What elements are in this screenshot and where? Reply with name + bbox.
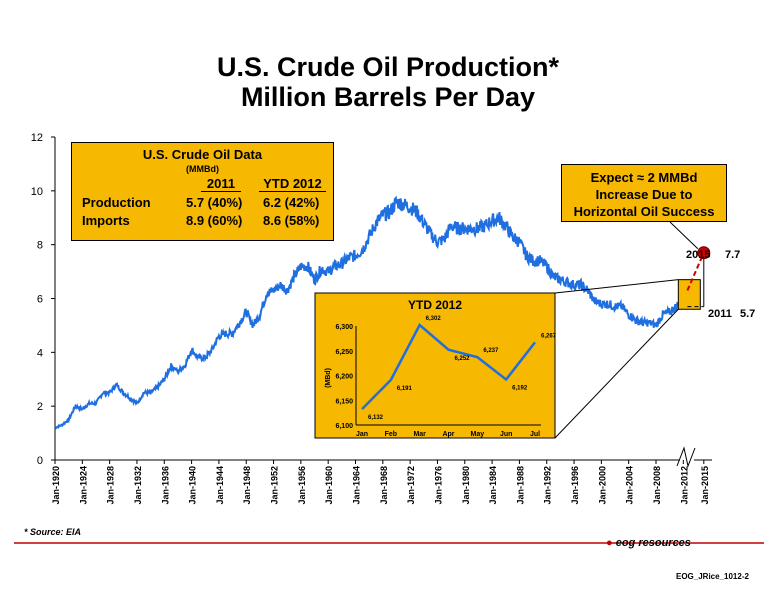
data-box-col-2011: 2011 xyxy=(201,176,241,192)
y-tick-label: 8 xyxy=(37,240,43,252)
callout-line: Expect ≈ 2 MMBd xyxy=(590,170,698,185)
y-tick-label: 2 xyxy=(37,401,43,413)
ytd-inset: YTD 2012 (MBd) 6,100 6,150 6,200 6,250 6,300 Ja… xyxy=(314,292,557,439)
x-tick-label: Jan-1992 xyxy=(543,466,553,505)
inset-line xyxy=(361,323,536,411)
inset-y-tick-label: 6,300 xyxy=(335,324,353,331)
x-tick-label: Jan-1984 xyxy=(488,466,498,505)
x-tick-label: Jan-2015 xyxy=(700,466,710,505)
y-tick-label: 0 xyxy=(37,455,43,467)
y-tick-label: 10 xyxy=(31,186,43,198)
inset-y-tick-label: 6,250 xyxy=(335,349,353,356)
data-box-cell: 8.6 (58%) xyxy=(263,213,320,228)
slide-footer: EOG_JRice_1012-2 xyxy=(676,572,749,581)
callout-line: Horizontal Oil Success xyxy=(573,204,715,219)
x-tick-label: Jan-1948 xyxy=(242,466,252,505)
inset-x-tick-label: May xyxy=(471,431,485,438)
x-tick-label: Jan-1940 xyxy=(188,466,198,505)
axis-break xyxy=(676,446,696,468)
x-tick-label: Jan-1924 xyxy=(78,466,88,505)
inset-background xyxy=(314,292,556,439)
data-box-cell: 5.7 (40%) xyxy=(186,195,243,210)
data-box-unit: (MMBd) xyxy=(186,164,219,174)
eog-logo: ● eog resources xyxy=(606,537,691,549)
data-box-cell: 8.9 (60%) xyxy=(186,213,243,228)
y-tick-label: 6 xyxy=(37,294,43,306)
source-note: * Source: EIA xyxy=(24,527,82,537)
projection-callout: Expect ≈ 2 MMBd Increase Due to Horizont… xyxy=(561,164,727,222)
inset-x-tick-label: Jun xyxy=(500,431,512,438)
flame-icon: ● xyxy=(606,537,613,549)
x-tick-label: Jan-1956 xyxy=(297,466,307,505)
inset-data-label: 6,302 xyxy=(426,316,442,322)
zoom-box xyxy=(677,279,701,310)
inset-data-label: 6,237 xyxy=(483,348,499,354)
x-tick-label: Jan-1968 xyxy=(379,466,389,505)
callout-line: Increase Due to xyxy=(595,187,693,202)
oil-data-box: U.S. Crude Oil Data (MMBd) 2011 YTD 2012… xyxy=(71,142,334,241)
inset-x-tick-label: Apr xyxy=(442,431,454,438)
chart-title: U.S. Crude Oil Production* xyxy=(216,52,560,82)
projection-line xyxy=(686,252,705,291)
y-tick-label: 12 xyxy=(31,132,43,144)
inset-data-label: 6,192 xyxy=(512,385,528,391)
chart-subtitle: Million Barrels Per Day xyxy=(240,82,536,112)
x-tick-label: Jan-1976 xyxy=(433,466,443,505)
x-tick-label: Jan-2004 xyxy=(625,466,635,505)
x-tick-label: Jan-1972 xyxy=(406,466,416,505)
inset-x-tick-label: Jul xyxy=(530,431,540,438)
logo-text: eog resources xyxy=(615,537,691,549)
x-tick-label: Jan-1964 xyxy=(351,466,361,505)
inset-y-tick-label: 6,150 xyxy=(335,398,353,405)
marker-2015-point xyxy=(697,246,711,260)
inset-y-tick-label: 6,100 xyxy=(335,423,353,430)
x-tick-label: Jan-1980 xyxy=(461,466,471,505)
x-tick-label: Jan-2008 xyxy=(652,466,662,505)
x-tick-label: Jan-2012 xyxy=(679,466,689,505)
x-tick-label: Jan-1960 xyxy=(324,466,334,505)
x-tick-label: Jan-1944 xyxy=(215,466,225,505)
inset-connector xyxy=(554,308,679,439)
x-tick-label: Jan-1932 xyxy=(133,466,143,505)
marker-2015-value: 7.7 xyxy=(725,249,741,261)
callout-pointer xyxy=(669,221,699,250)
inset-x-tick-label: Feb xyxy=(385,431,397,438)
inset-data-label: 6,267 xyxy=(541,333,557,339)
production-line xyxy=(54,195,688,430)
inset-x-tick-label: Jan xyxy=(356,431,368,438)
marker-2011-value: 5.7 xyxy=(740,308,756,320)
x-tick-label: Jan-1928 xyxy=(106,466,116,505)
inset-connector xyxy=(554,279,679,294)
inset-ylabel: (MBd) xyxy=(325,368,332,388)
inset-data-label: 6,132 xyxy=(368,415,384,421)
x-tick-label: Jan-2000 xyxy=(597,466,607,505)
inset-data-label: 6,252 xyxy=(455,356,471,362)
x-tick-label: Jan-1920 xyxy=(51,466,61,505)
inset-title: YTD 2012 xyxy=(408,298,462,312)
data-box-row-label: Imports xyxy=(82,213,130,228)
x-tick-label: Jan-1988 xyxy=(515,466,525,505)
marker-2015-label: 2015 xyxy=(686,249,711,261)
inset-y-tick-label: 6,200 xyxy=(335,374,353,381)
data-box-heading: U.S. Crude Oil Data xyxy=(142,147,263,162)
data-box-col-2012: YTD 2012 xyxy=(259,176,326,192)
y-tick-label: 4 xyxy=(37,347,43,359)
x-tick-label: Jan-1936 xyxy=(160,466,170,505)
data-box-cell: 6.2 (42%) xyxy=(263,195,320,210)
x-tick-label: Jan-1996 xyxy=(570,466,580,505)
marker-2011-label: 2011 xyxy=(708,308,732,320)
inset-x-tick-label: Mar xyxy=(413,431,426,438)
data-box-row-label: Production xyxy=(82,195,151,210)
x-tick-label: Jan-1952 xyxy=(270,466,280,505)
inset-data-label: 6,191 xyxy=(397,386,413,392)
